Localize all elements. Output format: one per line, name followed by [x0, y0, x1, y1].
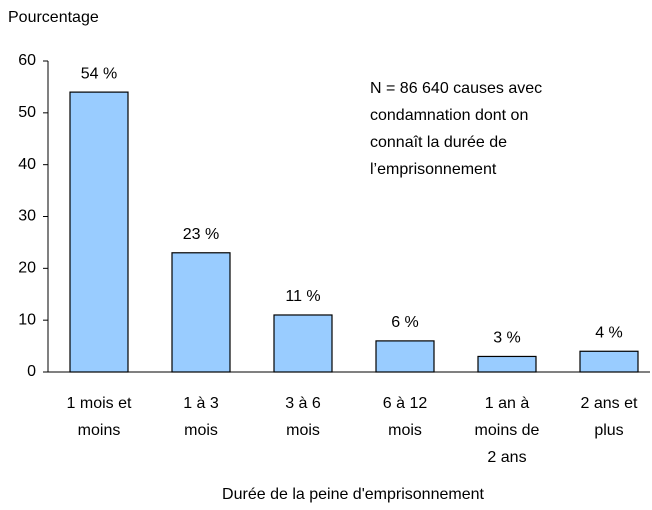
y-axis-label: Pourcentage [8, 9, 99, 26]
value-label: 4 % [595, 324, 623, 341]
annotation: N = 86 640 causes avec [370, 80, 542, 97]
bar [375, 340, 435, 373]
value-label: 11 % [285, 288, 320, 305]
value-label: 6 % [391, 314, 419, 331]
bar [273, 314, 333, 373]
bar [69, 91, 129, 373]
x-tick-label: plus [594, 422, 623, 439]
x-tick-label: 2 ans et [581, 395, 638, 412]
x-tick-label: 1 an à [485, 395, 530, 412]
x-tick-label: mois [184, 422, 218, 439]
x-tick-label: 3 à 6 [285, 395, 321, 412]
y-tick-label: 60 [18, 52, 36, 69]
x-tick-label: moins de [475, 422, 540, 439]
value-label: 54 % [81, 65, 117, 82]
y-tick-label: 30 [18, 208, 36, 225]
x-axis-label: Durée de la peine d'emprisonnement [222, 486, 484, 503]
value-label: 23 % [183, 226, 219, 243]
x-tick-label: 6 à 12 [383, 395, 428, 412]
annotation: connaît la durée de [370, 134, 507, 151]
value-label: 3 % [493, 330, 521, 347]
x-tick-label: 1 mois et [67, 395, 132, 412]
x-tick-label: mois [388, 422, 422, 439]
y-tick-label: 40 [18, 156, 36, 173]
y-tick-label: 0 [27, 363, 36, 380]
x-tick-label: moins [78, 422, 121, 439]
bar [171, 252, 231, 373]
bar [579, 350, 639, 373]
y-tick-label: 20 [18, 260, 36, 277]
y-tick-label: 50 [18, 104, 36, 121]
x-tick-label: 2 ans [487, 449, 526, 466]
x-tick-label: 1 à 3 [183, 395, 219, 412]
annotation: condamnation dont on [370, 107, 528, 124]
x-tick-label: mois [286, 422, 320, 439]
annotation: l’emprisonnement [370, 161, 497, 178]
y-tick-label: 10 [18, 311, 36, 328]
bar [477, 355, 537, 373]
